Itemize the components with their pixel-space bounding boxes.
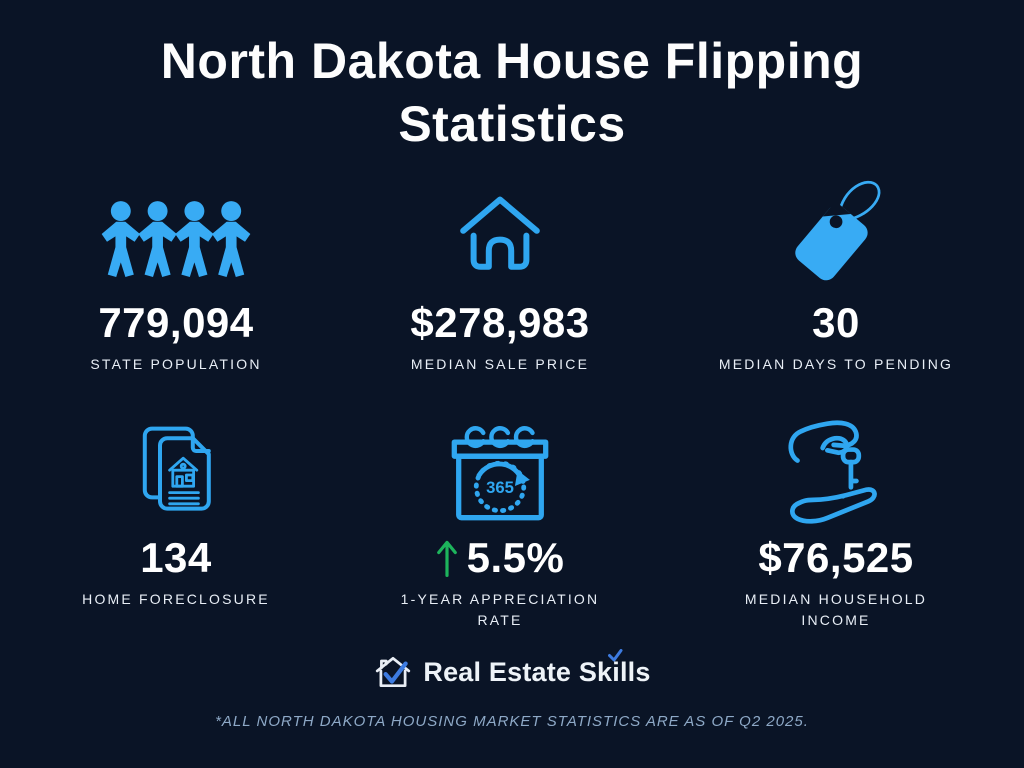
stat-value: $76,525 <box>758 534 914 581</box>
up-arrow-icon <box>436 540 457 578</box>
foreclosure-documents-icon <box>124 409 228 525</box>
stat-card-median-days-to-pending: 30 MEDIAN DAYS TO PENDING <box>648 174 1024 375</box>
check-icon <box>608 648 623 661</box>
stat-value: $278,983 <box>410 299 590 346</box>
brand-letter-i: i <box>608 648 623 688</box>
hand-giving-key-icon <box>777 409 895 525</box>
price-tag-icon <box>775 174 897 290</box>
brand-text-2: lls <box>619 656 651 687</box>
brand-name: Real Estate Sk i lls <box>423 648 651 688</box>
stat-label: 1-YEAR APPRECIATION RATE <box>400 591 600 628</box>
stat-card-median-household-income: $76,525 MEDIAN HOUSEHOLD INCOME <box>648 409 1024 631</box>
people-icon <box>98 174 254 290</box>
house-icon <box>452 174 548 290</box>
footnote: *ALL NORTH DAKOTA HOUSING MARKET STATIST… <box>215 713 809 730</box>
stats-grid: 779,094 STATE POPULATION $278,983 MEDIAN… <box>0 174 1024 631</box>
stat-card-appreciation-rate: 365 5.5% 1-YEAR APPRECIATION RATE <box>352 409 648 631</box>
brand-text-1: Real Estate Sk <box>423 656 613 687</box>
stat-label: HOME FORECLOSURE <box>82 591 270 607</box>
brand-logo: Real Estate Sk i lls <box>0 648 1024 689</box>
stat-value: 134 <box>140 534 212 581</box>
stat-value-text: 5.5% <box>466 534 565 581</box>
stat-label: MEDIAN SALE PRICE <box>410 356 590 372</box>
stat-label: MEDIAN DAYS TO PENDING <box>718 356 954 372</box>
stat-card-state-population: 779,094 STATE POPULATION <box>0 174 352 375</box>
stat-value: 779,094 <box>98 299 254 346</box>
page-title: North Dakota House Flipping Statistics <box>160 33 864 152</box>
stat-value: 5.5% <box>436 537 565 579</box>
stat-card-median-sale-price: $278,983 MEDIAN SALE PRICE <box>352 174 648 375</box>
stat-card-home-foreclosure: 134 HOME FORECLOSURE <box>0 409 352 631</box>
stat-label: MEDIAN HOUSEHOLD INCOME <box>744 591 928 628</box>
stat-label: STATE POPULATION <box>90 356 262 372</box>
calendar-badge-text: 365 <box>486 478 514 497</box>
stat-value: 30 <box>812 299 860 346</box>
calendar-365-icon: 365 <box>442 409 558 525</box>
logo-house-icon <box>376 656 411 688</box>
